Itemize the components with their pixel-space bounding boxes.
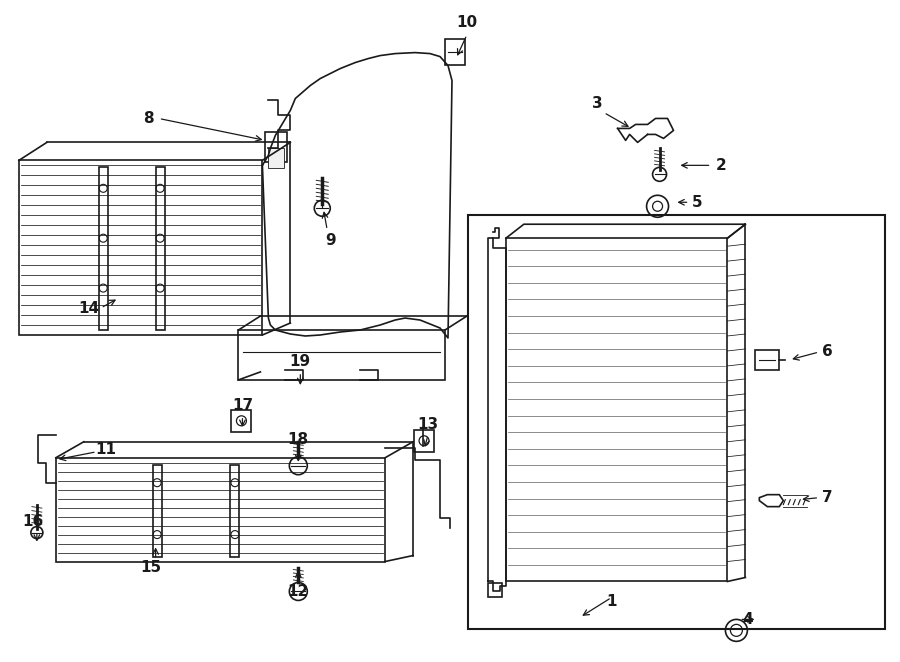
Text: 8: 8 [143,111,154,126]
Bar [238,330,445,380]
Bar [468,215,885,630]
Bar [268,148,284,168]
Text: 6: 6 [822,344,832,359]
Bar [266,132,287,162]
Text: 9: 9 [325,232,336,248]
Text: 11: 11 [95,442,116,457]
Text: 18: 18 [288,432,309,448]
Bar [153,465,162,557]
Text: 2: 2 [716,158,727,173]
Text: 14: 14 [78,301,99,316]
Bar [56,457,385,561]
Bar [230,465,239,557]
Bar [445,38,465,65]
Bar [488,583,502,597]
Text: 5: 5 [692,195,703,210]
Text: 7: 7 [822,490,832,505]
Bar [156,167,165,330]
Bar [414,430,434,451]
Text: 10: 10 [456,15,478,30]
Text: 3: 3 [592,96,603,111]
Bar [755,350,779,370]
Text: 4: 4 [742,612,752,627]
Text: 1: 1 [607,594,616,609]
Bar [19,160,263,335]
Text: 12: 12 [288,584,309,599]
Bar [99,167,108,330]
Bar [231,410,251,432]
Bar [506,238,727,581]
Text: 13: 13 [418,417,438,432]
Text: 17: 17 [232,399,253,413]
Text: 19: 19 [290,354,310,369]
Text: 16: 16 [22,514,43,529]
Text: 15: 15 [140,560,161,575]
